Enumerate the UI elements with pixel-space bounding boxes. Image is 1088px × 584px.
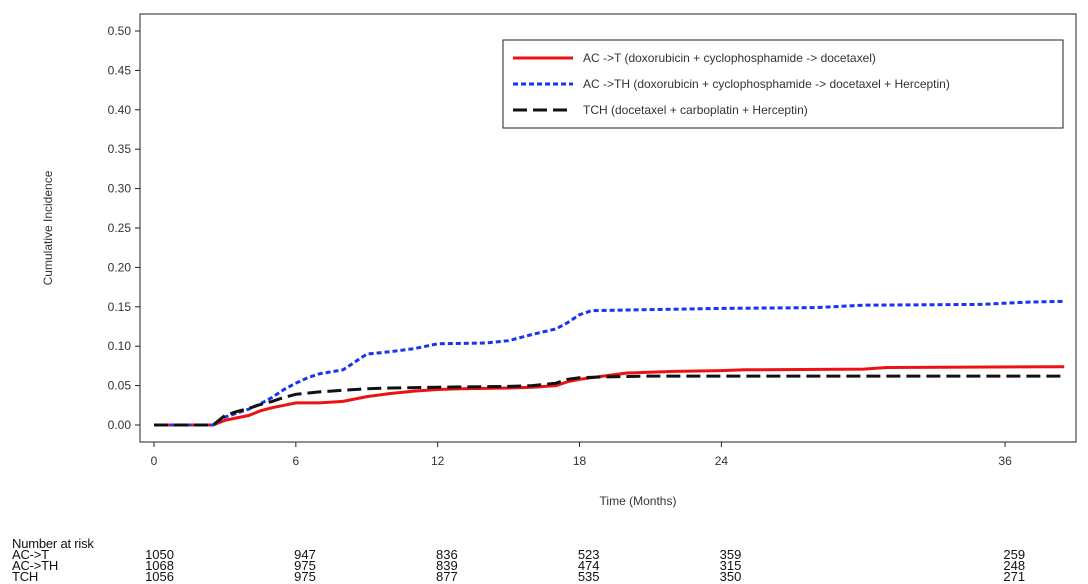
risk-count: 248: [1003, 558, 1026, 573]
y-tick-label: 0.30: [108, 182, 132, 196]
x-axis-title: Time (Months): [600, 494, 677, 508]
x-tick-label: 12: [431, 454, 445, 468]
risk-count: 259: [1003, 547, 1026, 562]
risk-count: 836: [435, 547, 458, 562]
series-line-1: [154, 365, 1065, 427]
risk-row-label: AC->TH: [12, 558, 59, 573]
y-axis-title: Cumulative Incidence: [41, 170, 55, 285]
risk-count: 947: [294, 547, 316, 562]
y-tick-label: 0.35: [108, 142, 132, 156]
risk-count: 1056: [145, 569, 174, 584]
risk-row-label: AC->T: [12, 547, 49, 562]
x-tick-label: 36: [998, 454, 1012, 468]
x-axis-ticks: 0 6 12 18 24 36: [151, 442, 1012, 468]
y-tick-label: 0.40: [108, 103, 132, 117]
risk-count: 350: [719, 569, 742, 584]
x-tick-label: 0: [151, 454, 158, 468]
y-tick-label: 0.00: [108, 418, 132, 432]
series-line-3: [154, 374, 1065, 427]
risk-count: 877: [435, 569, 458, 584]
risk-count: 271: [1003, 569, 1026, 584]
y-tick-label: 0.10: [108, 339, 132, 353]
risk-count: 975: [294, 558, 316, 573]
y-tick-label: 0.45: [108, 63, 132, 77]
series-lines: [154, 299, 1065, 427]
risk-count: 523: [577, 547, 600, 562]
risk-row-label: TCH: [12, 569, 39, 584]
risk-count: 315: [719, 558, 742, 573]
risk-count: 535: [577, 569, 600, 584]
risk-count: 474: [577, 558, 600, 573]
y-tick-label: 0.25: [108, 221, 132, 235]
risk-count: 1068: [145, 558, 174, 573]
x-tick-label: 6: [293, 454, 300, 468]
x-tick-label: 18: [573, 454, 587, 468]
risk-count: 975: [294, 569, 316, 584]
risk-count: 359: [719, 547, 742, 562]
legend-label-1: AC ->T (doxorubicin + cyclophosphamide -…: [583, 51, 876, 65]
y-tick-label: 0.20: [108, 260, 132, 274]
legend-label-3: TCH (docetaxel + carboplatin + Herceptin…: [583, 103, 808, 117]
y-tick-label: 0.15: [108, 300, 132, 314]
x-tick-label: 24: [715, 454, 729, 468]
risk-table-title: Number at risk: [12, 536, 94, 551]
legend-label-2: AC ->TH (doxorubicin + cyclophosphamide …: [583, 77, 950, 91]
risk-count: 839: [435, 558, 458, 573]
y-tick-label: 0.05: [108, 379, 132, 393]
y-tick-label: 0.50: [108, 24, 132, 38]
y-axis-ticks: 0.00 0.05 0.10 0.15 0.20 0.25 0.30 0.35 0.40 0.45…: [108, 24, 140, 432]
series-line-2: [154, 299, 1065, 427]
legend: AC ->T (doxorubicin + cyclophosphamide -…: [502, 39, 1064, 129]
risk-count: 1050: [145, 547, 174, 562]
legend-box: [502, 39, 1064, 129]
